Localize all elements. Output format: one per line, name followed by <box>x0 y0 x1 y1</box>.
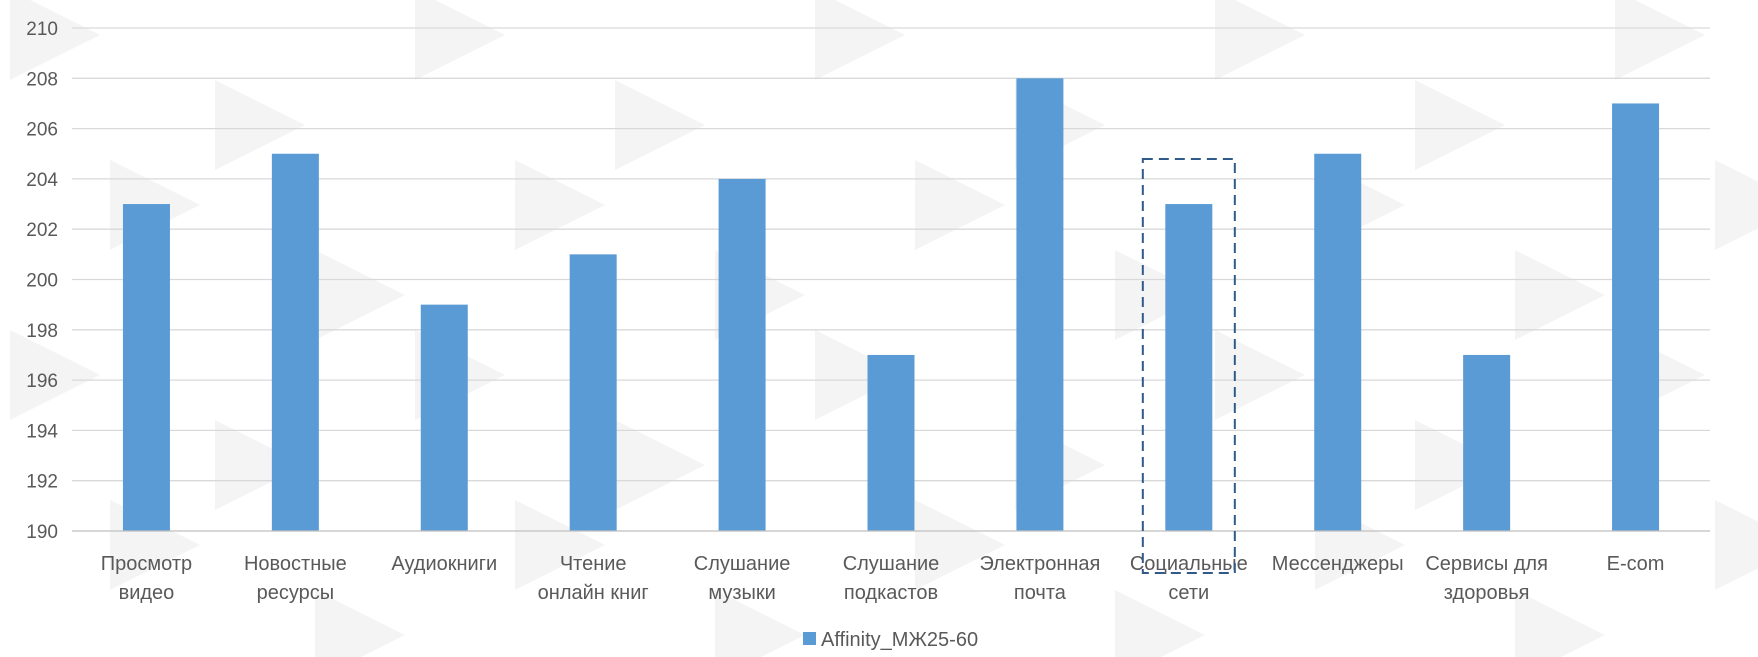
watermark-triangle <box>815 0 905 80</box>
bar <box>1016 78 1064 532</box>
watermark-triangle <box>615 420 705 510</box>
y-tick-label: 208 <box>26 69 58 90</box>
watermark-triangle <box>915 160 1005 250</box>
bar <box>867 354 915 531</box>
watermark-triangle <box>915 500 1005 590</box>
x-category-label: Чтение онлайн книг <box>538 553 649 604</box>
watermark-triangle <box>1115 250 1205 340</box>
x-category-label-line: Слушание <box>843 553 940 575</box>
y-tick-label: 198 <box>26 321 58 342</box>
legend: Affinity_МЖ25-60 <box>803 629 978 651</box>
x-category-label-line: Просмотр <box>101 553 192 575</box>
x-category-label-line: здоровья <box>1444 582 1530 604</box>
x-category-label: Сервисы для здоровья <box>1425 553 1548 604</box>
x-category-label-line: Мессенджеры <box>1272 553 1404 575</box>
y-tick-label: 196 <box>26 371 58 392</box>
watermark-triangle <box>315 250 405 340</box>
x-category-label: E-com <box>1607 553 1665 575</box>
watermark-triangle <box>1615 0 1705 80</box>
watermark-triangle <box>1415 420 1505 510</box>
x-category-label-line: онлайн книг <box>538 582 649 604</box>
x-category-label-line: сети <box>1168 582 1209 604</box>
x-category-label-line: ресурсы <box>257 582 335 604</box>
watermark-triangle <box>1115 590 1205 657</box>
watermark-triangle <box>10 0 100 80</box>
x-category-label: Новостные ресурсы <box>244 553 347 604</box>
x-axis-category-labels: Просмотр видео Новостные ресурсы Аудиокниги Ч… <box>101 553 1665 604</box>
watermark-triangle <box>1715 500 1758 590</box>
watermark-triangle <box>1415 80 1505 170</box>
x-category-label-line: подкастов <box>844 582 938 604</box>
bar <box>420 304 468 531</box>
x-category-label-line: Слушание <box>694 553 791 575</box>
watermark-triangle <box>715 590 805 657</box>
watermark-triangle <box>815 330 905 420</box>
x-category-label-line: видео <box>119 582 175 604</box>
y-tick-label: 204 <box>26 170 58 191</box>
bar <box>122 204 170 532</box>
y-tick-label: 206 <box>26 120 58 141</box>
y-tick-label: 190 <box>26 522 58 543</box>
legend-label: Affinity_МЖ25-60 <box>821 629 978 651</box>
y-axis-tick-labels: 190 192 194 196 198 200 202 204 206 208 210 <box>26 19 58 543</box>
x-category-label: Слушание музыки <box>694 553 791 604</box>
bar <box>271 153 319 531</box>
x-category-label: Слушание подкастов <box>843 553 940 604</box>
bar <box>1612 103 1660 531</box>
x-category-label-line: Новостные <box>244 553 347 575</box>
y-tick-label: 202 <box>26 220 58 241</box>
y-tick-label: 200 <box>26 271 58 292</box>
watermark-triangle <box>1715 160 1758 250</box>
x-category-label-line: почта <box>1014 582 1067 604</box>
watermark-triangle <box>315 590 405 657</box>
bars <box>122 78 1660 532</box>
x-category-label: Мессенджеры <box>1272 553 1404 575</box>
bar <box>569 254 617 531</box>
x-category-label: Аудиокниги <box>391 553 497 575</box>
bar <box>1314 153 1362 531</box>
y-tick-label: 194 <box>26 421 58 442</box>
watermark-triangle <box>515 160 605 250</box>
x-category-label-line: музыки <box>708 582 775 604</box>
bar <box>718 178 766 531</box>
x-category-label: Электронная почта <box>979 553 1100 604</box>
watermark-triangle <box>1215 330 1305 420</box>
watermark-triangle <box>1515 250 1605 340</box>
x-category-label-line: E-com <box>1607 553 1665 575</box>
watermark-triangle <box>415 0 505 80</box>
x-category-label-line: Чтение <box>560 553 627 575</box>
x-category-label: Социальные сети <box>1130 553 1248 604</box>
x-category-label-line: Сервисы для <box>1425 553 1548 575</box>
y-tick-label: 192 <box>26 472 58 493</box>
y-tick-label: 210 <box>26 19 58 40</box>
watermark-triangle <box>1515 590 1605 657</box>
x-category-label: Просмотр видео <box>101 553 192 604</box>
highlight-box <box>1141 158 1236 574</box>
watermark-triangle <box>615 80 705 170</box>
watermark-triangle <box>515 500 605 590</box>
watermark-triangle <box>215 80 305 170</box>
watermark-triangle <box>215 420 305 510</box>
x-category-label-line: Аудиокниги <box>391 553 497 575</box>
bar <box>1165 204 1213 532</box>
watermark-triangle <box>10 330 100 420</box>
x-category-label-line: Социальные <box>1130 553 1248 575</box>
legend-swatch <box>803 632 816 645</box>
bar <box>1463 354 1511 531</box>
watermark-triangle <box>1215 0 1305 80</box>
x-category-label-line: Электронная <box>979 553 1100 575</box>
